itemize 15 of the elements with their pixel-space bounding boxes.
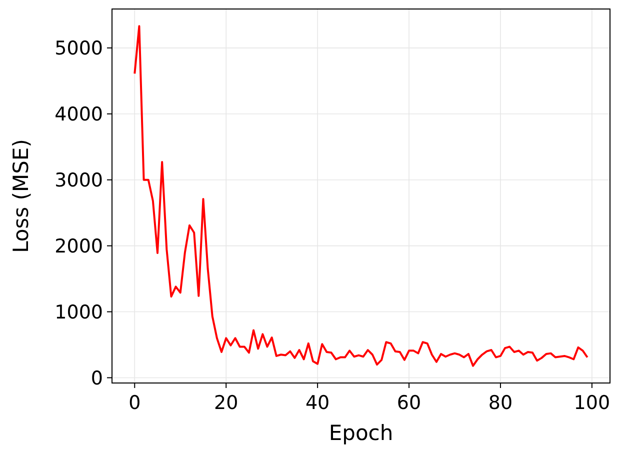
x-axis-title: Epoch bbox=[328, 421, 394, 445]
y-tick-label: 0 bbox=[90, 367, 103, 390]
x-tick-label: 40 bbox=[305, 392, 330, 414]
y-tick-label: 2000 bbox=[54, 235, 103, 258]
y-tick-label: 3000 bbox=[54, 169, 103, 192]
x-tick-label: 60 bbox=[396, 392, 422, 414]
y-tick-label: 1000 bbox=[54, 301, 103, 324]
y-tick-label: 4000 bbox=[54, 104, 103, 126]
x-tick-label: 20 bbox=[214, 392, 238, 414]
y-tick-label: 5000 bbox=[54, 38, 103, 60]
x-tick-label: 100 bbox=[574, 392, 610, 414]
x-tick-label: 80 bbox=[488, 392, 513, 414]
y-axis-title: Loss (MSE) bbox=[9, 139, 33, 253]
x-tick-label: 0 bbox=[128, 392, 141, 414]
line-series bbox=[134, 25, 588, 367]
